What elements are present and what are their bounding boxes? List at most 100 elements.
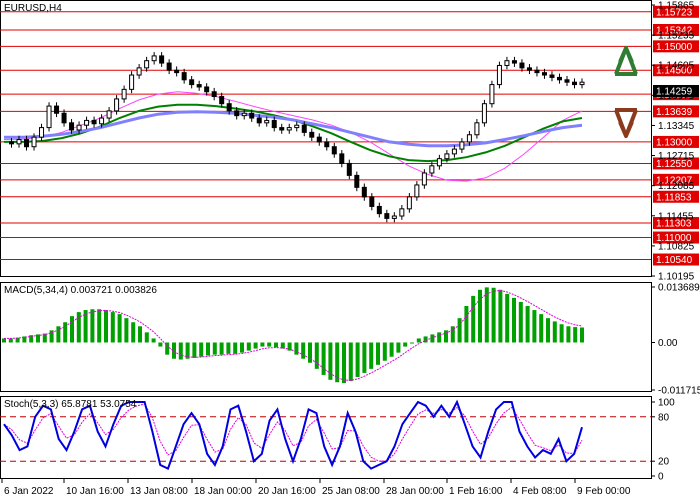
up-arrow-icon xyxy=(614,46,638,76)
stoch-tick-label: 20 xyxy=(658,457,670,468)
candle-body xyxy=(39,127,45,138)
macd-bar xyxy=(76,312,81,343)
candle-body xyxy=(61,112,67,124)
candle-body xyxy=(354,174,360,188)
macd-bar xyxy=(97,309,102,343)
candle-body xyxy=(466,134,472,143)
candle-body xyxy=(549,74,555,78)
candle-body xyxy=(54,105,60,114)
level-label: 1.11303 xyxy=(656,219,692,230)
macd-bar xyxy=(423,336,428,343)
macd-bar xyxy=(274,342,278,348)
candle-body xyxy=(331,146,337,155)
candle-body xyxy=(234,110,240,117)
macd-bar xyxy=(457,318,462,343)
macd-bar xyxy=(444,330,448,343)
macd-tick-label: 0.013689 xyxy=(658,283,700,294)
candle-body xyxy=(316,136,322,143)
level-tag xyxy=(653,190,699,203)
macd-bar xyxy=(15,337,20,343)
macd-signal-line xyxy=(4,289,583,381)
macd-bar xyxy=(369,342,374,369)
macd-bar xyxy=(240,342,244,353)
macd-bar xyxy=(430,334,435,343)
candle-body xyxy=(174,69,180,74)
candle-body xyxy=(129,74,135,90)
macd-bar xyxy=(382,342,387,361)
macd-bar xyxy=(546,318,550,343)
candle-body xyxy=(429,165,435,174)
macd-bar xyxy=(410,342,414,344)
candle-body xyxy=(474,122,480,136)
candle-body xyxy=(76,124,82,131)
candle-body xyxy=(384,213,390,219)
macd-bar xyxy=(165,342,170,355)
candle-body xyxy=(204,86,210,93)
macd-bar xyxy=(471,295,476,343)
macd-bar xyxy=(280,342,285,349)
macd-bar xyxy=(124,318,129,343)
macd-axis: 0.013689 0.00 -0.011715 xyxy=(651,283,700,397)
macd-bar xyxy=(437,332,442,343)
candle-body xyxy=(526,67,532,71)
macd-bar xyxy=(301,342,306,359)
price-panel xyxy=(0,0,652,277)
candle-body xyxy=(24,139,30,148)
macd-bar xyxy=(42,333,47,343)
macd-bar xyxy=(552,321,557,343)
candle-body xyxy=(369,196,375,207)
candle-body xyxy=(249,112,255,119)
candle-body xyxy=(519,62,525,69)
macd-bar xyxy=(308,342,312,363)
level-label: 1.15723 xyxy=(656,7,693,18)
chart-title: EURUSD,H4 xyxy=(4,3,62,14)
candle-body xyxy=(309,131,315,138)
candle-body xyxy=(136,67,142,76)
macd-bar xyxy=(573,327,578,343)
candle-body xyxy=(414,184,420,198)
candle-body xyxy=(339,153,345,164)
candle-body xyxy=(579,81,585,86)
macd-bar xyxy=(56,326,61,343)
macd-tick-label: -0.011715 xyxy=(658,386,700,397)
candle-body xyxy=(541,72,547,76)
candle-body xyxy=(144,60,150,69)
candle-body xyxy=(9,141,15,145)
candle-body xyxy=(436,158,442,167)
macd-bar xyxy=(192,342,197,358)
support-resistance-levels: 1.157231.153421.150001.145001.140001.136… xyxy=(0,5,699,266)
price-tick-label: 1.10825 xyxy=(658,241,695,252)
stoch-tick-label: 100 xyxy=(658,398,675,409)
candle-body xyxy=(264,119,270,124)
candle-body xyxy=(294,124,300,129)
macd-bar xyxy=(464,306,469,343)
candle-body xyxy=(279,127,285,131)
macd-bar xyxy=(389,342,394,357)
time-tick-label: 28 Jan 00:00 xyxy=(386,486,444,497)
level-tag xyxy=(653,23,699,36)
macd-bar xyxy=(450,326,455,343)
macd-bar xyxy=(117,314,122,343)
time-tick-label: 20 Jan 16:00 xyxy=(258,486,316,497)
candle-body xyxy=(511,60,517,64)
macd-bar xyxy=(178,342,183,360)
macd-bar xyxy=(219,342,224,355)
candle-body xyxy=(16,139,22,145)
macd-bar xyxy=(138,326,142,343)
time-tick-label: 1 Feb 16:00 xyxy=(449,486,503,497)
macd-bar xyxy=(525,306,530,343)
macd-bar xyxy=(246,342,251,351)
candle-body xyxy=(99,117,105,125)
macd-bar xyxy=(532,310,537,343)
candle-body xyxy=(459,141,465,150)
level-tag xyxy=(653,64,699,77)
level-label: 1.12207 xyxy=(656,175,693,186)
macd-bar xyxy=(70,316,74,343)
macd-bar xyxy=(287,342,292,351)
time-tick-label: 9 Feb 00:00 xyxy=(577,486,631,497)
price-tick-label: 1.11455 xyxy=(658,211,694,222)
macd-bar xyxy=(328,342,333,380)
macd-bar xyxy=(226,342,231,354)
macd-bar xyxy=(518,301,523,343)
